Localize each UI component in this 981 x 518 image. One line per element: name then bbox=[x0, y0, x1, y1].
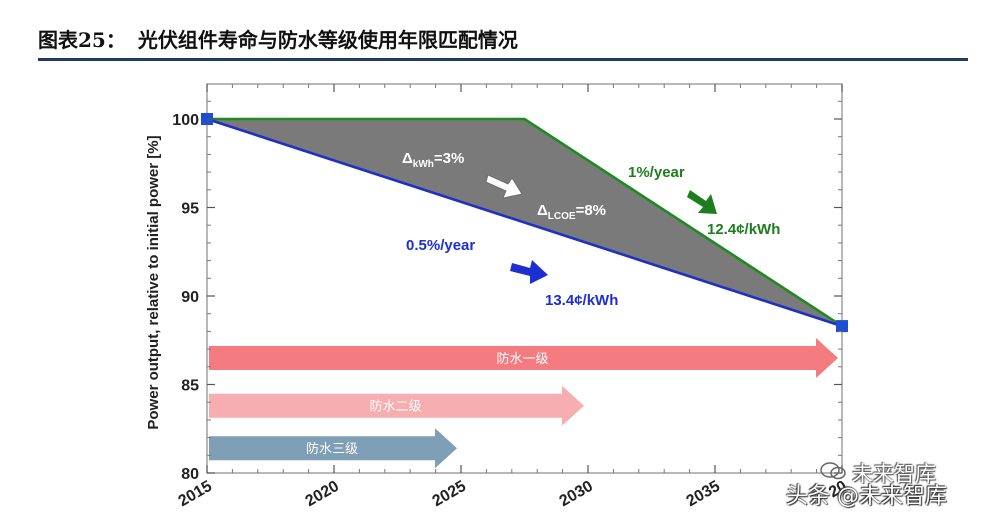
waterproof-label-3: 防水三级 bbox=[306, 441, 358, 457]
x-tick-label: 2035 bbox=[684, 478, 723, 511]
endpoint-marker-1 bbox=[836, 320, 848, 333]
blue-cost-label: 13.4¢/kWh bbox=[545, 292, 618, 309]
y-tick-label: 80 bbox=[181, 466, 199, 483]
waterproof-arrow-1 bbox=[209, 337, 838, 378]
delta-lcoe-label: ΔLCOE=8% bbox=[537, 202, 606, 222]
green-annotation-arrow bbox=[687, 190, 717, 214]
x-tick-label: 2030 bbox=[557, 478, 596, 511]
y-tick-label: 95 bbox=[181, 201, 199, 218]
y-tick-label: 100 bbox=[172, 112, 199, 129]
title-rule bbox=[38, 58, 968, 61]
blue-annotation-arrow bbox=[510, 260, 548, 284]
figure-title: 图表25： 光伏组件寿命与防水等级使用年限匹配情况 bbox=[38, 24, 518, 53]
watermark-bottom: 头条 @未来智库 bbox=[786, 484, 947, 509]
x-tick-label: 2020 bbox=[303, 478, 342, 511]
watermark-top: 未来智库 bbox=[852, 462, 936, 486]
waterproof-arrow-2 bbox=[209, 385, 584, 426]
wechat-icon bbox=[820, 462, 846, 480]
waterproof-arrow-3 bbox=[209, 428, 457, 469]
waterproof-label-1: 防水一级 bbox=[496, 351, 548, 367]
figure-header: 图表25： 光伏组件寿命与防水等级使用年限匹配情况 bbox=[30, 18, 970, 58]
white-annotation-arrow bbox=[485, 174, 523, 199]
figure-number: 图表25： bbox=[38, 28, 126, 52]
waterproof-label-2: 防水二级 bbox=[369, 399, 421, 415]
series-line-green bbox=[207, 117, 843, 328]
figure-caption: 光伏组件寿命与防水等级使用年限匹配情况 bbox=[137, 28, 518, 52]
x-tick-label: 20 bbox=[826, 478, 850, 502]
green-rate-label: 1%/year bbox=[628, 164, 685, 181]
y-tick-label: 85 bbox=[181, 378, 199, 395]
delta-kwh-label: ΔkWh=3% bbox=[402, 150, 464, 170]
x-tick-label: 2025 bbox=[430, 478, 469, 511]
green-cost-label: 12.4¢/kWh bbox=[707, 221, 780, 238]
y-tick-label: 90 bbox=[181, 289, 199, 306]
y-axis-label: Power output, relative to initial power … bbox=[145, 135, 162, 429]
blue-rate-label: 0.5%/year bbox=[406, 237, 475, 254]
series-line-blue bbox=[206, 117, 843, 328]
